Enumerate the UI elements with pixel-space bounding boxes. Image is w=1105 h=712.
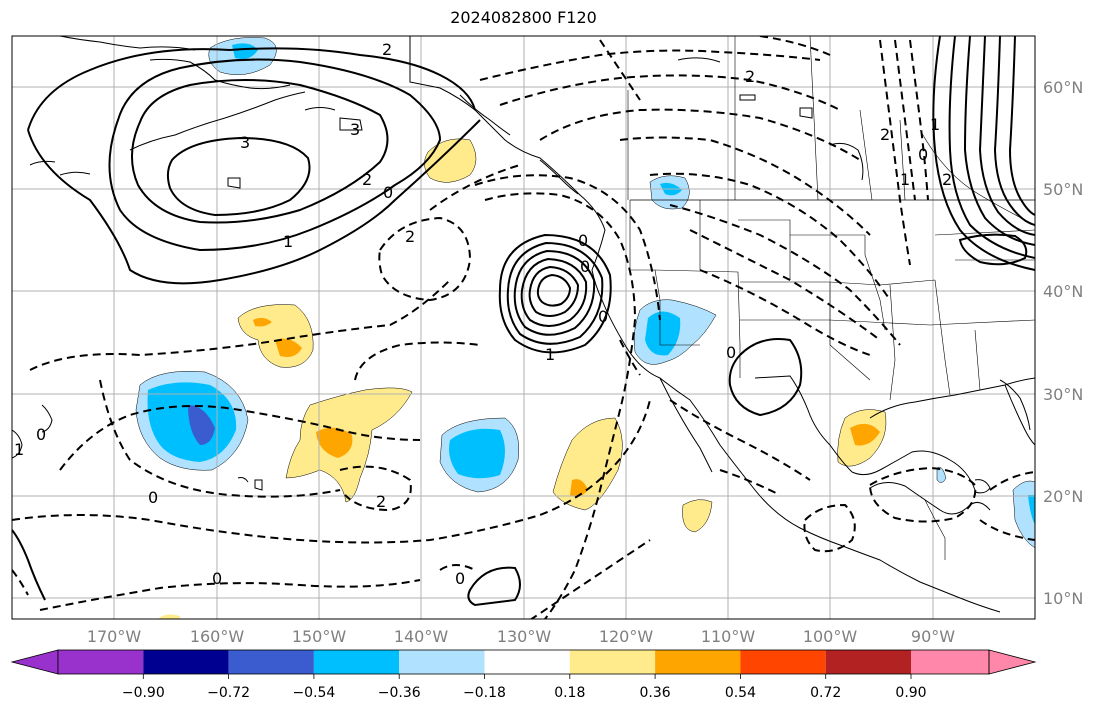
lon-label: 90°W [911,627,955,646]
colorbar-tick-label: 0.90 [895,685,926,701]
coastlines [12,36,1035,613]
contour-lines [12,36,1035,607]
colorbar-tick-label: −0.72 [207,685,250,701]
fill-blob-negative [135,371,249,471]
lon-label: 100°W [803,627,858,646]
fill-blob-negative [208,37,277,76]
colorbar-outline [57,649,990,675]
contour-label: 0 [383,183,393,202]
colorbar-tick-label: −0.18 [463,685,506,701]
contour-label: 2 [376,492,386,511]
fill-blob-negative [633,299,717,365]
colorbar-segment [313,650,400,674]
lat-label: 40°N [1043,282,1083,301]
contour-label: 1 [900,170,910,189]
lon-label: 130°W [497,627,552,646]
contour-label: 0 [148,488,158,507]
lat-label: 10°N [1043,589,1083,608]
lon-label: 110°W [701,627,756,646]
contour-label: 2 [942,170,952,189]
colorbar-segment [228,650,314,674]
colorbar-tick-label: −0.36 [378,685,421,701]
colorbar-segment [143,650,229,674]
dashed-contours [12,36,1035,619]
colorbar-tick-label: 0.54 [725,685,756,701]
colorbar-extend-low [10,649,59,675]
colorbar-tick-label: −0.90 [122,685,165,701]
map-title: 2024082800 F120 [450,8,597,27]
fill-blob-negative [439,417,519,493]
colorbar: −0.90 −0.72 −0.54 −0.36 −0.18 0.18 0.36 … [10,649,1037,701]
colorbar-segment [58,650,144,674]
fill-blob-positive [424,138,477,183]
colorbar-tick-label: 0.36 [640,685,671,701]
contour-label: 0 [578,231,588,250]
longitude-labels: 170°W 160°W 150°W 140°W 130°W 120°W 110°… [87,627,955,646]
contour-label: 2 [382,40,392,59]
lat-label: 60°N [1043,78,1083,97]
contour-label: 1 [283,232,293,251]
gridlines [12,36,1035,619]
contour-label: 1 [14,440,24,459]
colorbar-ticks [142,674,912,679]
lon-label: 170°W [87,627,142,646]
colorbar-extend-high [988,649,1037,675]
latitude-labels: 10°N 20°N 30°N 40°N 50°N 60°N [1043,78,1083,608]
lat-label: 50°N [1043,180,1083,199]
lat-label: 30°N [1043,385,1083,404]
fill-blob-positive [837,409,887,467]
colorbar-segment [484,650,570,674]
colorbar-segment [825,650,911,674]
contour-label: 0 [212,569,222,588]
lon-label: 120°W [599,627,654,646]
fill-blob-negative [649,175,690,210]
lon-label: 150°W [292,627,347,646]
colorbar-segment [911,650,989,674]
lat-label: 20°N [1043,487,1083,506]
fill-blob-positive [158,614,180,619]
contour-label: 0 [36,425,46,444]
contour-label: 0 [918,145,928,164]
contour-label: 2 [745,67,755,86]
colorbar-segment [740,650,826,674]
anomaly-shading [135,37,1035,619]
lon-label: 160°W [190,627,245,646]
contour-label-group: 2 3 3 2 0 1 2 1 0 0 0 0 2 0 0 0 2 0 1 2 … [14,40,952,588]
contour-label: 2 [405,227,415,246]
fill-blob-negative [936,466,1035,549]
contour-label: 3 [350,120,360,139]
contour-label: 0 [598,307,608,326]
contour-label: 1 [930,115,940,134]
contour-label: 0 [455,569,465,588]
contour-label: 0 [580,257,590,276]
colorbar-tick-label: 0.18 [554,685,585,701]
fill-blob-positive [285,387,413,503]
fill-blob-positive [237,304,314,368]
contour-label: 1 [545,345,555,364]
fill-blob-positive [682,499,713,533]
colorbar-segment [569,650,656,674]
colorbar-tick-label: −0.54 [292,685,335,701]
lon-label: 140°W [394,627,449,646]
fill-blob-positive [552,417,623,511]
colorbar-segment [655,650,741,674]
colorbar-segment [399,650,485,674]
contour-label: 3 [240,133,250,152]
contour-label: 2 [362,170,372,189]
colorbar-tick-label: 0.72 [810,685,841,701]
contour-label: 2 [880,125,890,144]
map-frame [11,35,1036,620]
contour-label: 0 [726,343,736,362]
